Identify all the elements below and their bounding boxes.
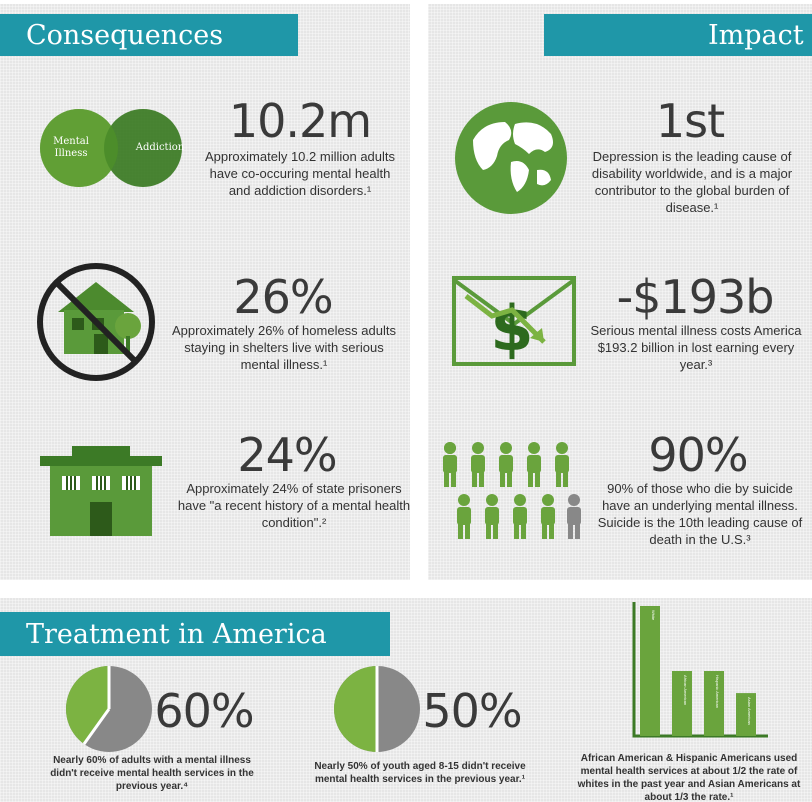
pie-50-icon xyxy=(332,664,422,754)
treatment-banner: Treatment in America xyxy=(0,612,390,656)
stat-1st-text: Depression is the leading cause of disab… xyxy=(591,149,793,215)
venn-right-label: Addiction xyxy=(135,142,185,153)
treatment-title: Treatment in America xyxy=(26,618,327,650)
bar-label-1: African American xyxy=(683,675,688,705)
pie-60-icon xyxy=(64,664,154,754)
people-group-icon xyxy=(440,440,584,550)
impact-panel xyxy=(428,4,812,580)
svg-text:$: $ xyxy=(490,292,533,365)
no-homes-icon xyxy=(36,262,156,382)
bar-chart-text: African American & Hispanic Americans us… xyxy=(577,753,801,802)
bar-label-2: Hispanic American xyxy=(715,675,720,708)
bar-chart-icon: White African American Hispanic American As… xyxy=(630,602,770,740)
stat-24-text: Approximately 24% of state prisoners hav… xyxy=(177,481,411,530)
stat-10-2m-text: Approximately 10.2 million adults have c… xyxy=(204,149,396,198)
stat-10-2m: 10.2m xyxy=(228,94,372,148)
globe-icon xyxy=(453,100,569,216)
prison-icon xyxy=(40,442,162,536)
stat-193b-text: Serious mental illness costs America $19… xyxy=(590,323,802,372)
stat-1st: 1st xyxy=(655,94,725,148)
impact-title: Impact xyxy=(708,19,804,51)
stat-90: 90% xyxy=(648,428,748,482)
stat-26: 26% xyxy=(233,270,333,324)
consequences-banner: Consequences xyxy=(0,14,298,56)
bar-3 xyxy=(736,693,756,736)
bar-2 xyxy=(704,671,724,736)
stat-50-text: Nearly 50% of youth aged 8-15 didn't rec… xyxy=(314,761,526,785)
stat-60: 60% xyxy=(154,684,254,738)
consequences-title: Consequences xyxy=(26,19,224,51)
stat-50: 50% xyxy=(422,684,522,738)
venn-left-label: Mental Illness xyxy=(53,136,89,159)
bar-1 xyxy=(672,671,692,736)
stat-24: 24% xyxy=(237,428,337,482)
bar-label-3: Asian American xyxy=(747,697,752,725)
money-decline-icon: $ xyxy=(452,276,576,366)
stat-26-text: Approximately 26% of homeless adults sta… xyxy=(171,323,396,372)
bar-label-0: White xyxy=(651,610,656,621)
bar-0 xyxy=(640,606,660,736)
stat-193b: -$193b xyxy=(616,270,775,324)
stat-60-text: Nearly 60% of adults with a mental illne… xyxy=(50,755,254,792)
impact-banner: Impact xyxy=(544,14,812,56)
stat-90-text: 90% of those who die by suicide have an … xyxy=(597,481,803,547)
venn-diagram-icon: Mental Illness Addiction xyxy=(38,108,198,188)
